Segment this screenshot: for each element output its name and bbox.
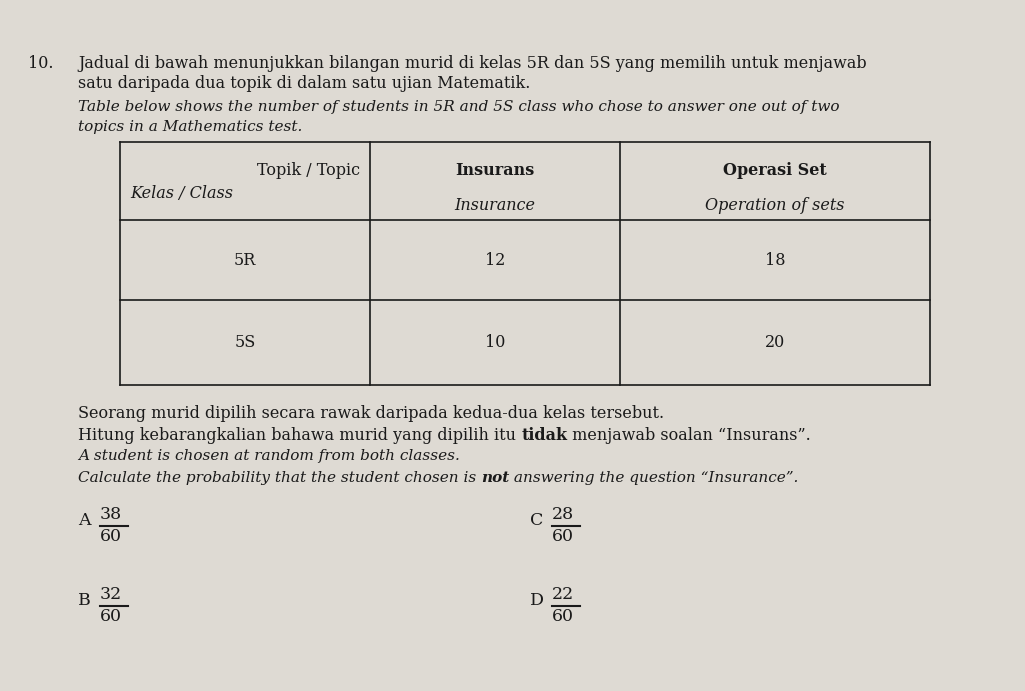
Text: 60: 60 <box>552 608 574 625</box>
Text: not: not <box>481 471 509 485</box>
Text: Insurans: Insurans <box>455 162 535 179</box>
Text: 60: 60 <box>100 528 122 545</box>
Text: menjawab soalan “Insurans”.: menjawab soalan “Insurans”. <box>567 427 811 444</box>
Text: satu daripada dua topik di dalam satu ujian Matematik.: satu daripada dua topik di dalam satu uj… <box>78 75 530 92</box>
Text: 32: 32 <box>100 586 122 603</box>
Text: Operation of sets: Operation of sets <box>705 197 845 214</box>
Text: 20: 20 <box>765 334 785 350</box>
Text: Hitung kebarangkalian bahawa murid yang dipilih itu: Hitung kebarangkalian bahawa murid yang … <box>78 427 521 444</box>
Text: A student is chosen at random from both classes.: A student is chosen at random from both … <box>78 449 460 463</box>
Text: 10.: 10. <box>28 55 53 72</box>
Text: 12: 12 <box>485 252 505 269</box>
Text: Kelas / Class: Kelas / Class <box>130 185 233 202</box>
Text: Calculate the probability that the student chosen is: Calculate the probability that the stude… <box>78 471 481 485</box>
Text: 5S: 5S <box>235 334 255 350</box>
Text: B: B <box>78 592 91 609</box>
Text: Insurance: Insurance <box>454 197 535 214</box>
Text: 60: 60 <box>552 528 574 545</box>
Text: answering the question “Insurance”.: answering the question “Insurance”. <box>509 471 798 485</box>
Text: topics in a Mathematics test.: topics in a Mathematics test. <box>78 120 302 134</box>
Text: Jadual di bawah menunjukkan bilangan murid di kelas 5R dan 5S yang memilih untuk: Jadual di bawah menunjukkan bilangan mur… <box>78 55 866 72</box>
Text: 5R: 5R <box>234 252 256 269</box>
Text: tidak: tidak <box>521 427 567 444</box>
Text: C: C <box>530 512 543 529</box>
Text: Table below shows the number of students in 5R and 5S class who chose to answer : Table below shows the number of students… <box>78 100 839 114</box>
Text: D: D <box>530 592 544 609</box>
Text: 18: 18 <box>765 252 785 269</box>
Text: 38: 38 <box>100 506 122 523</box>
Text: Seorang murid dipilih secara rawak daripada kedua-dua kelas tersebut.: Seorang murid dipilih secara rawak darip… <box>78 405 664 422</box>
Text: Topik / Topic: Topik / Topic <box>257 162 360 179</box>
Text: 10: 10 <box>485 334 505 350</box>
Text: A: A <box>78 512 90 529</box>
Text: Operasi Set: Operasi Set <box>723 162 827 179</box>
Text: 28: 28 <box>552 506 574 523</box>
Text: 60: 60 <box>100 608 122 625</box>
Text: 22: 22 <box>552 586 574 603</box>
